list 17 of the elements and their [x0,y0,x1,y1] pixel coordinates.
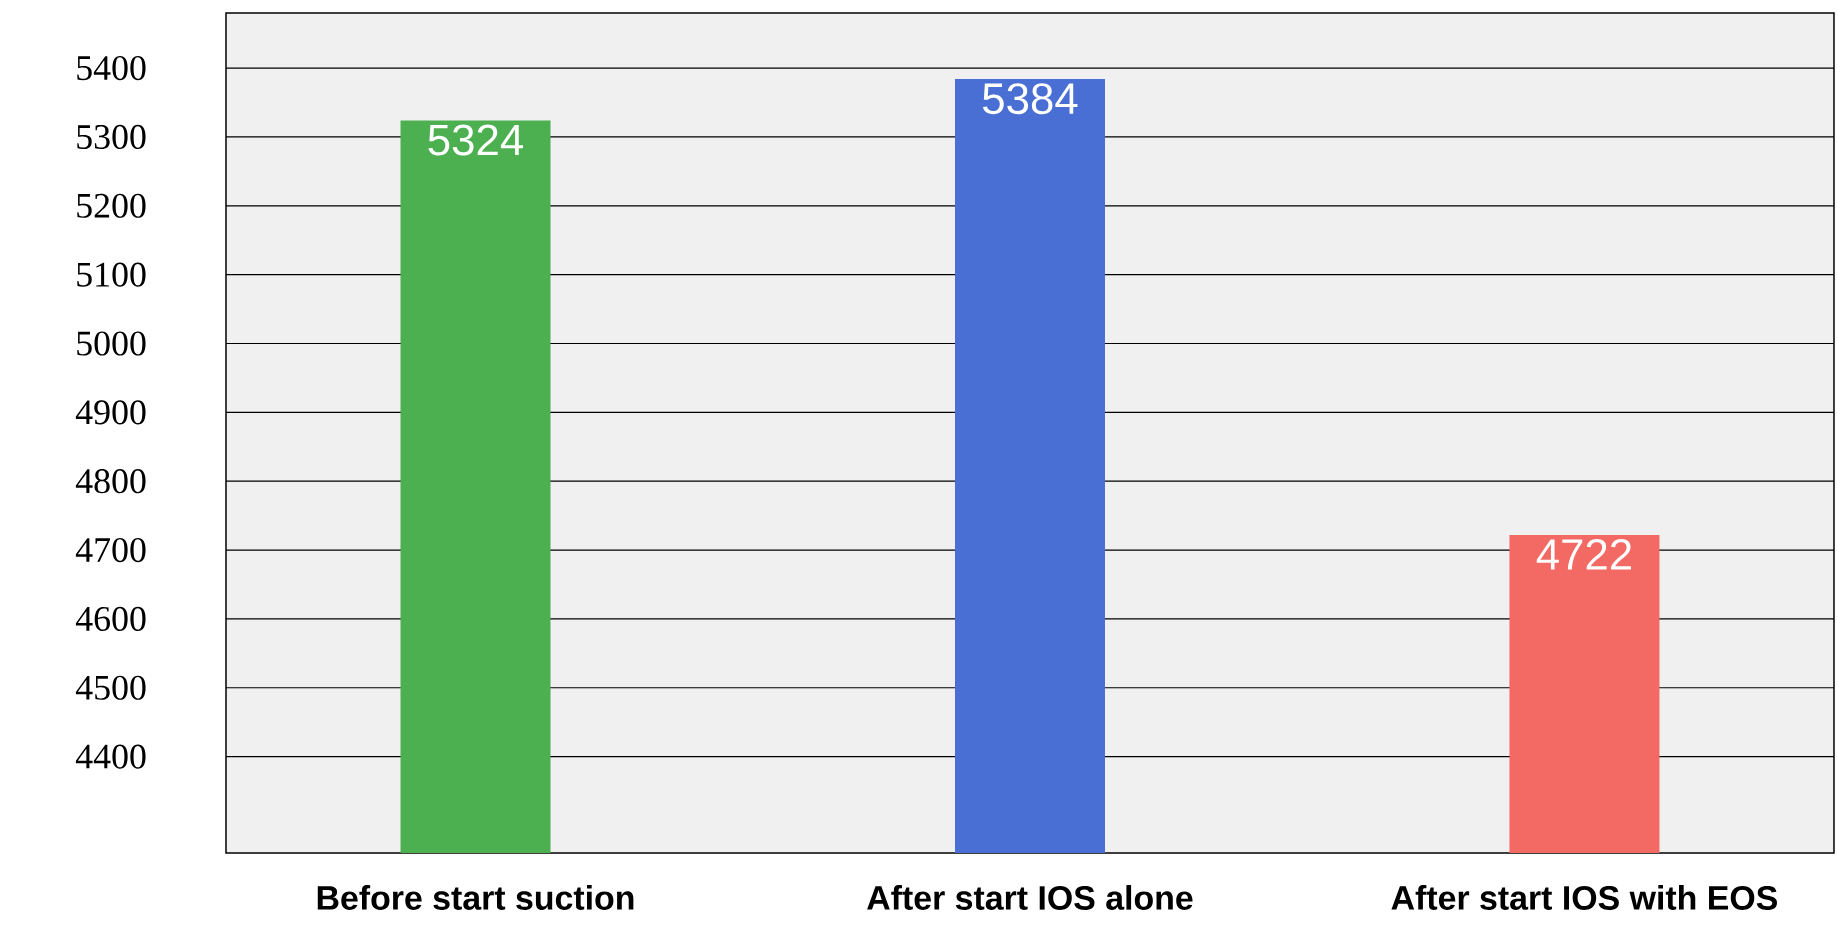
y-tick-label: 4700 [75,537,146,563]
y-tick-label: 4900 [75,400,146,425]
data-label: 4722 [1536,538,1631,570]
y-tick-label: 5300 [77,124,146,150]
y-tick-label: 5000 [77,331,146,356]
y-tick-label: 5100 [77,262,146,287]
x-tick-label: Before start suction [317,885,634,910]
y-tick-label: 5400 [77,55,146,81]
y-tick-label: 4800 [75,469,146,494]
x-tick-label: After start IOS alone [867,885,1193,910]
y-tick-label: 5200 [77,193,146,218]
y-tick-label: 4600 [75,606,146,631]
data-label: 5384 [982,83,1078,115]
x-tick-label: After start IOS with EOS [1391,885,1777,910]
y-tick-label: 4400 [75,744,146,769]
y-tick-label: 4500 [75,675,146,700]
data-label: 5324 [428,124,523,156]
